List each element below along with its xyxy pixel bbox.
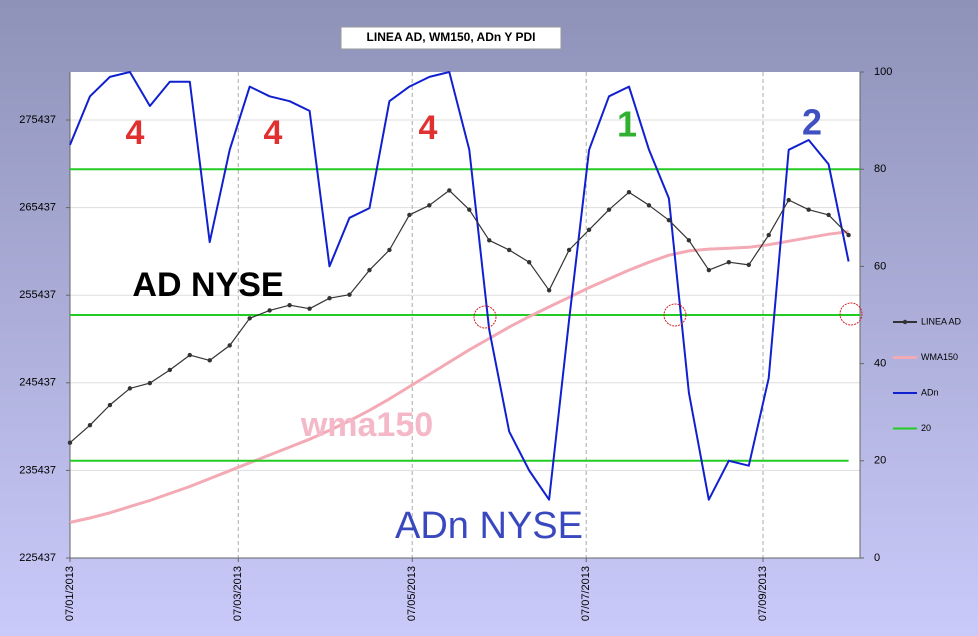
y2-tick-label: 100 <box>874 66 892 78</box>
legend-label: 20 <box>921 423 931 433</box>
annotation: AD NYSE <box>132 266 283 304</box>
series-marker <box>107 402 113 408</box>
series-marker <box>287 302 292 308</box>
series-marker <box>167 367 173 373</box>
series-line <box>69 189 850 444</box>
y-tick-label: 275437 <box>19 114 56 126</box>
legend-label: LINEA AD <box>921 316 962 326</box>
highlight-circle <box>473 305 497 329</box>
legend-marker <box>902 319 908 325</box>
series-marker <box>67 440 73 445</box>
series-marker <box>187 352 192 358</box>
y2-tick-label: 40 <box>874 358 886 370</box>
y-tick-label: 245437 <box>19 377 56 389</box>
series-marker <box>467 207 472 212</box>
y-tick-label: 225437 <box>19 552 56 564</box>
series-marker <box>427 203 432 208</box>
x-tick-label: 07/03/2013 <box>232 566 244 621</box>
x-tick-label: 07/07/2013 <box>580 566 592 621</box>
series-marker <box>746 262 751 268</box>
series-marker <box>646 203 652 208</box>
series-marker <box>786 197 791 203</box>
series-line <box>69 71 850 501</box>
y2-tick-label: 60 <box>874 260 886 272</box>
y-tick-label: 235437 <box>19 464 56 476</box>
series-marker <box>87 422 93 428</box>
annotation: ADn NYSE <box>395 505 583 547</box>
y-tick-label: 265437 <box>19 202 56 214</box>
x-tick-label: 07/09/2013 <box>757 566 769 621</box>
x-tick-label: 07/01/2013 <box>64 566 76 621</box>
annotation: 2 <box>802 102 822 143</box>
annotation: 1 <box>617 104 637 145</box>
series-marker <box>566 247 572 253</box>
series-marker <box>407 212 412 218</box>
annotation: wma150 <box>300 406 433 444</box>
series-line <box>69 230 849 524</box>
series-marker <box>327 295 332 301</box>
series-marker <box>347 292 352 297</box>
series-marker <box>706 267 712 273</box>
series-marker <box>447 188 452 193</box>
series-marker <box>546 288 552 293</box>
annotation: 4 <box>126 114 145 152</box>
series-marker <box>127 386 133 391</box>
annotation: 4 <box>264 114 283 152</box>
series-marker <box>846 232 851 238</box>
y2-tick-label: 20 <box>874 455 886 467</box>
series-marker <box>307 306 312 311</box>
chart-title: LINEA AD, WM150, ADn Y PDI <box>367 30 536 44</box>
series-marker <box>586 227 592 233</box>
series-marker <box>806 207 811 212</box>
series-marker <box>626 189 632 195</box>
series-marker <box>606 207 612 212</box>
annotation: 4 <box>419 109 438 147</box>
series-marker <box>367 267 372 273</box>
x-tick-label: 07/05/2013 <box>406 566 418 621</box>
series-marker <box>267 308 272 313</box>
y2-tick-label: 80 <box>874 163 886 175</box>
legend-label: WMA150 <box>921 352 958 362</box>
y2-tick-label: 0 <box>874 552 880 564</box>
series-marker <box>147 380 153 386</box>
series-marker <box>766 232 771 238</box>
series-marker <box>726 260 732 265</box>
series-marker <box>686 238 692 243</box>
series-marker <box>387 247 392 253</box>
series-marker <box>826 212 831 218</box>
title-box <box>340 26 562 50</box>
y-tick-label: 255437 <box>19 289 56 301</box>
series-marker <box>487 238 492 243</box>
legend-label: ADn <box>921 387 939 397</box>
highlight-circle <box>839 302 863 326</box>
series-marker <box>526 260 532 265</box>
plot-layer: 225437 235437 245437 255437 265437 275437 0 20 4… <box>19 66 892 621</box>
series-marker <box>227 343 232 348</box>
series-marker <box>666 217 672 223</box>
series-marker <box>247 316 252 321</box>
series-marker <box>207 358 212 363</box>
highlight-circle <box>663 303 687 327</box>
series-marker <box>507 247 512 253</box>
